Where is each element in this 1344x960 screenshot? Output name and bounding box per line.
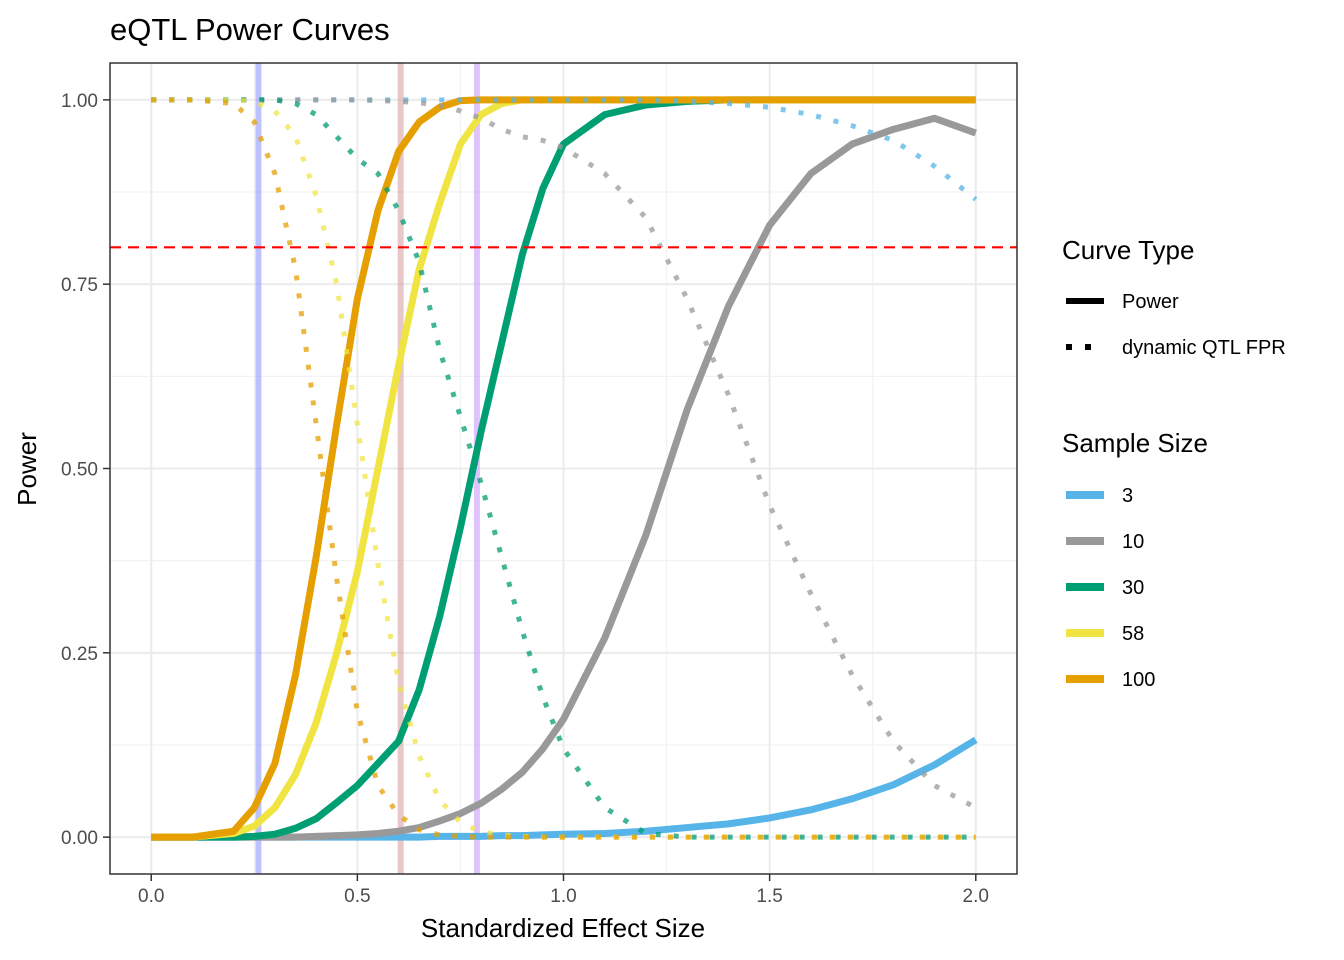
legend-label-curve-type: Power bbox=[1122, 291, 1179, 313]
legend-title-sample-size: Sample Size bbox=[1062, 428, 1208, 458]
legend-label-sample-size: 58 bbox=[1122, 623, 1144, 645]
y-tick-label: 0.00 bbox=[61, 828, 98, 849]
x-tick-label: 1.5 bbox=[756, 886, 782, 907]
power-line-n100 bbox=[151, 96, 976, 841]
y-tick-label: 0.25 bbox=[61, 644, 98, 665]
x-tick-label: 0.0 bbox=[138, 886, 164, 907]
fpr-line-n3 bbox=[151, 97, 978, 202]
legend-title-curve-type: Curve Type bbox=[1062, 235, 1194, 265]
legend-label-sample-size: 3 bbox=[1122, 485, 1133, 507]
y-tick-label: 0.50 bbox=[61, 460, 98, 481]
y-tick-label: 0.75 bbox=[61, 275, 98, 296]
legend-label-sample-size: 100 bbox=[1122, 669, 1155, 691]
power-line-n10 bbox=[151, 114, 977, 841]
series-layer bbox=[110, 63, 1017, 874]
fpr-line-n30 bbox=[151, 97, 976, 840]
x-tick-label: 2.0 bbox=[963, 886, 989, 907]
x-tick-label: 0.5 bbox=[344, 886, 370, 907]
x-tick-label: 1.0 bbox=[550, 886, 576, 907]
x-axis-title: Standardized Effect Size bbox=[421, 913, 705, 943]
fpr-line-n58 bbox=[151, 97, 976, 840]
y-axis-title: Power bbox=[12, 432, 42, 506]
plot-area bbox=[109, 62, 1018, 875]
y-axis: 0.00 0.25 0.50 0.75 1.00 bbox=[61, 91, 110, 849]
y-tick-label: 1.00 bbox=[61, 91, 98, 112]
legend-label-sample-size: 10 bbox=[1122, 531, 1144, 553]
legend: Curve Type Power dynamic QTL FPR Sample Siz… bbox=[1062, 235, 1286, 691]
x-axis: 0.0 0.5 1.0 1.5 2.0 bbox=[138, 874, 989, 907]
legend-label-curve-type: dynamic QTL FPR bbox=[1122, 337, 1286, 359]
chart-title: eQTL Power Curves bbox=[110, 12, 390, 47]
legend-label-sample-size: 30 bbox=[1122, 577, 1144, 599]
